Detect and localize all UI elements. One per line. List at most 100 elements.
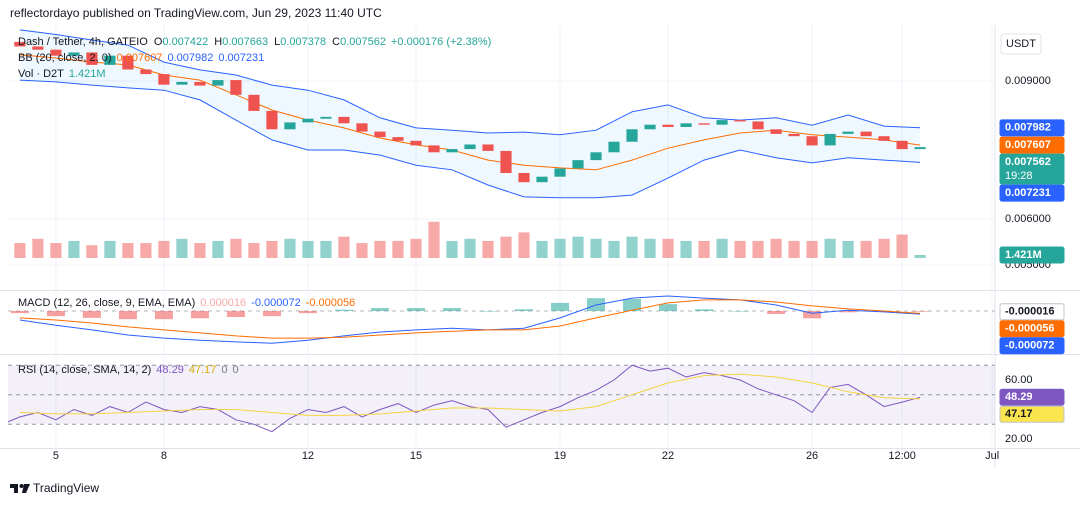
currency-label[interactable]: USDT [1006,38,1036,50]
price-badge [999,303,1065,321]
volume-bar [806,240,818,258]
candle [50,49,62,56]
price-badge [999,153,1065,185]
volume-bar [842,240,854,258]
price-badge [999,320,1065,338]
band-fill [19,29,921,198]
legend-item: BB (20, close, 2, 0) [18,52,112,64]
candle [338,116,350,124]
band-basis [19,54,921,171]
candle [356,123,368,132]
price-badge-label: -0.000056 [1005,323,1055,335]
candle [68,52,80,56]
price-badge-label: 0.007982 [1005,122,1051,134]
legend-item: 0.007663 [222,36,268,48]
histogram-bar [803,311,822,319]
volume-bar [248,243,260,258]
volume-bar [608,240,620,258]
legend-item: 0 [232,364,238,376]
candle [212,80,224,86]
indicator-line [19,299,921,339]
legend: MACD (12, 26, close, 9, EMA, EMA) 0.00001… [18,297,355,309]
y-tick-label: 20.00 [1005,433,1033,445]
price-badge-label: 1.421M [1005,249,1042,261]
legend-item: 1.421M [69,68,106,80]
candle [482,144,494,151]
candle [770,129,782,134]
legend-item: RSI (14, close, SMA, 14, 2) [18,364,151,376]
volume-bar [698,240,710,258]
brand: TradingView [33,481,99,495]
histogram-bar [298,311,317,314]
candle [284,122,296,130]
x-tick-label: Jul [985,450,999,462]
volume-bar [176,238,188,258]
x-tick-label: 26 [806,450,818,462]
candle [572,160,584,169]
volume-bar [554,238,566,258]
x-tick-label: 5 [53,450,59,462]
legend-item: -0.000056 [306,297,356,309]
volume-bar [284,238,296,258]
pane-clip-chart_data-2 [8,295,995,344]
candle [410,140,422,146]
price-badge [999,405,1065,423]
volume-bar [878,238,890,258]
histogram-bar [118,311,137,320]
x-tick-label: 19 [554,450,566,462]
volume-bar [50,243,62,258]
legend-item: -0.000072 [251,297,301,309]
legend-item: Vol · D2T [18,68,64,80]
volume-bar [464,238,476,258]
volume-bar [536,240,548,258]
volume-bar [770,238,782,258]
histogram-bar [767,311,786,315]
currency-box[interactable] [1000,33,1042,55]
candle [806,136,818,146]
candle [104,55,116,65]
volume-bar [914,254,926,258]
legend-item: 0.007982 [167,52,213,64]
volume-bar [302,240,314,258]
volume-bar [68,240,80,258]
candle [320,116,332,119]
candle [608,141,620,153]
legend-item: 48.29 [156,364,184,376]
candle [914,147,926,150]
candle [374,131,386,138]
histogram-bar [154,311,173,320]
legend-item: C [332,36,340,48]
candle [392,137,404,141]
price-badge [999,246,1065,264]
price-badge [999,388,1065,406]
volume-bar [32,238,44,258]
volume-clip [14,221,926,258]
candle [896,140,908,150]
price-badge [999,119,1065,137]
histogram-bar [515,309,534,312]
x-tick-label: 22 [662,450,674,462]
band-upper [19,29,921,136]
candle [518,173,530,183]
histogram-bar [334,309,353,312]
candle [590,152,602,161]
volume-bar [500,236,512,258]
volume-bar [14,243,26,258]
legend: BB (20, close, 2, 0) 0.007607 0.007982 0.00… [18,52,264,64]
candle [698,123,710,125]
legend: Vol · D2T 1.421M [18,68,106,80]
volume-bar [590,238,602,258]
histogram-bar [406,308,425,312]
histogram-bar [839,311,858,313]
candle [122,55,134,70]
candle [86,52,98,65]
legend-item: L [274,36,280,48]
countdown-label: 19:28 [1005,170,1033,182]
indicator-line [8,364,921,433]
volume-bar [680,240,692,258]
volume-bar [374,240,386,258]
candle [824,133,836,146]
volume-bar [860,240,872,258]
candle [554,168,566,177]
